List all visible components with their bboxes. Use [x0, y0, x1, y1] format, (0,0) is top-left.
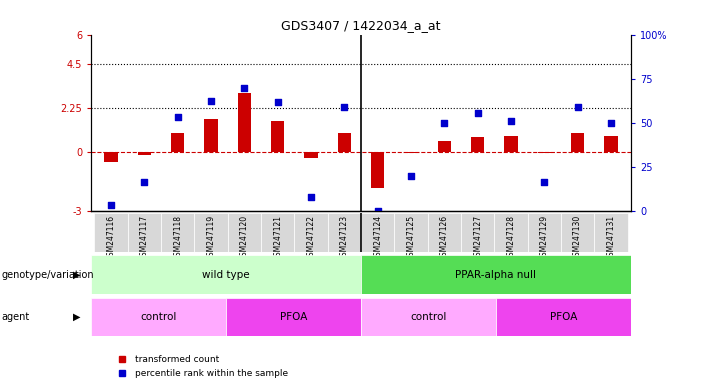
- Point: [572, 104, 583, 110]
- Text: GSM247131: GSM247131: [606, 215, 615, 261]
- Bar: [304, 152, 318, 158]
- Text: GSM247118: GSM247118: [173, 215, 182, 261]
- Text: GSM247123: GSM247123: [340, 215, 349, 261]
- Bar: [361, 298, 496, 336]
- Point: [505, 118, 517, 124]
- Bar: [496, 298, 631, 336]
- Bar: [504, 136, 517, 152]
- Text: GSM247129: GSM247129: [540, 215, 549, 261]
- Text: GSM247117: GSM247117: [140, 215, 149, 261]
- Point: [205, 98, 217, 104]
- Bar: [104, 152, 118, 162]
- Bar: [561, 213, 594, 252]
- Text: GSM247120: GSM247120: [240, 215, 249, 261]
- Text: PFOA: PFOA: [550, 312, 577, 322]
- Point: [339, 104, 350, 110]
- Bar: [128, 213, 161, 252]
- Text: PPAR-alpha null: PPAR-alpha null: [456, 270, 536, 280]
- Bar: [361, 213, 395, 252]
- Bar: [226, 298, 361, 336]
- Bar: [205, 119, 218, 152]
- Bar: [327, 213, 361, 252]
- Bar: [361, 255, 631, 294]
- Bar: [528, 213, 561, 252]
- Text: control: control: [410, 312, 447, 322]
- Bar: [494, 213, 528, 252]
- Bar: [171, 133, 184, 152]
- Point: [106, 202, 117, 209]
- Bar: [238, 93, 251, 152]
- Text: GSM247128: GSM247128: [506, 215, 515, 261]
- Point: [538, 179, 550, 185]
- Text: agent: agent: [1, 312, 29, 322]
- Bar: [294, 213, 327, 252]
- Bar: [594, 213, 627, 252]
- Text: ▶: ▶: [73, 312, 81, 322]
- Text: GSM247127: GSM247127: [473, 215, 482, 261]
- Text: GSM247124: GSM247124: [373, 215, 382, 261]
- Bar: [138, 152, 151, 155]
- Text: GSM247116: GSM247116: [107, 215, 116, 261]
- Text: GSM247130: GSM247130: [573, 215, 582, 261]
- Point: [372, 208, 383, 214]
- Bar: [461, 213, 494, 252]
- Bar: [471, 137, 484, 152]
- Bar: [395, 213, 428, 252]
- Bar: [194, 213, 228, 252]
- Point: [472, 110, 483, 116]
- Bar: [228, 213, 261, 252]
- Bar: [437, 141, 451, 152]
- Title: GDS3407 / 1422034_a_at: GDS3407 / 1422034_a_at: [281, 19, 441, 32]
- Bar: [604, 136, 618, 152]
- Point: [272, 99, 283, 105]
- Text: GSM247122: GSM247122: [306, 215, 315, 261]
- Point: [605, 120, 616, 126]
- Point: [306, 194, 317, 200]
- Text: control: control: [140, 312, 177, 322]
- Text: GSM247126: GSM247126: [440, 215, 449, 261]
- Text: ▶: ▶: [73, 270, 81, 280]
- Bar: [91, 255, 361, 294]
- Text: PFOA: PFOA: [280, 312, 307, 322]
- Text: genotype/variation: genotype/variation: [1, 270, 94, 280]
- Bar: [404, 152, 418, 153]
- Bar: [91, 298, 226, 336]
- Bar: [161, 213, 194, 252]
- Bar: [95, 213, 128, 252]
- Point: [172, 114, 184, 120]
- Text: wild type: wild type: [203, 270, 250, 280]
- Point: [439, 120, 450, 126]
- Bar: [371, 152, 384, 188]
- Point: [405, 173, 416, 179]
- Text: GSM247121: GSM247121: [273, 215, 283, 261]
- Point: [239, 84, 250, 91]
- Bar: [538, 152, 551, 153]
- Text: GSM247119: GSM247119: [207, 215, 216, 261]
- Bar: [271, 121, 285, 152]
- Text: GSM247125: GSM247125: [407, 215, 416, 261]
- Bar: [261, 213, 294, 252]
- Legend: transformed count, percentile rank within the sample: transformed count, percentile rank withi…: [109, 352, 292, 381]
- Bar: [571, 133, 584, 152]
- Point: [139, 179, 150, 185]
- Bar: [338, 133, 351, 152]
- Bar: [428, 213, 461, 252]
